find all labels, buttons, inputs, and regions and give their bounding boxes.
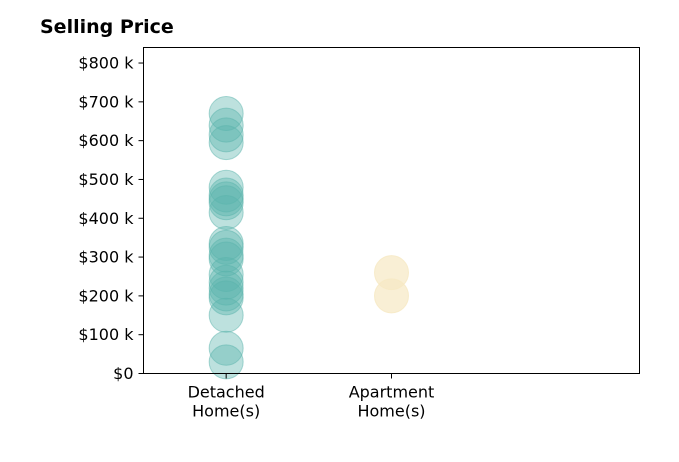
y-axis: $0 $100 k $200 k $300 k $400 k $500 k $600 k $7… [78,54,144,383]
data-point [208,194,244,230]
points-layer [208,95,409,380]
y-tick-label: $300 k [78,248,134,267]
chart-title: Selling Price [40,16,174,38]
data-point [208,95,244,131]
y-tick-label: $100 k [78,325,134,344]
y-tick-label: $500 k [78,170,134,189]
data-point [208,125,244,161]
y-tick-label: $400 k [78,209,134,228]
data-point [374,278,409,314]
data-point [208,344,244,380]
y-tick-label: $800 k [78,54,134,73]
data-point [208,169,244,205]
x-tick-label: Detached Home(s) [188,383,265,421]
y-tick-label: $0 [113,364,133,383]
x-tick-label: Apartment Home(s) [349,383,435,421]
data-point [208,330,244,366]
y-tick-label: $200 k [78,286,134,305]
y-tick-label: $700 k [78,92,134,111]
y-tick-label: $600 k [78,131,134,150]
data-point [208,117,244,153]
x-axis: Detached Home(s) Apartment Home(s) [188,373,435,421]
data-point [208,297,244,333]
data-point [208,229,244,265]
data-point [208,185,244,221]
